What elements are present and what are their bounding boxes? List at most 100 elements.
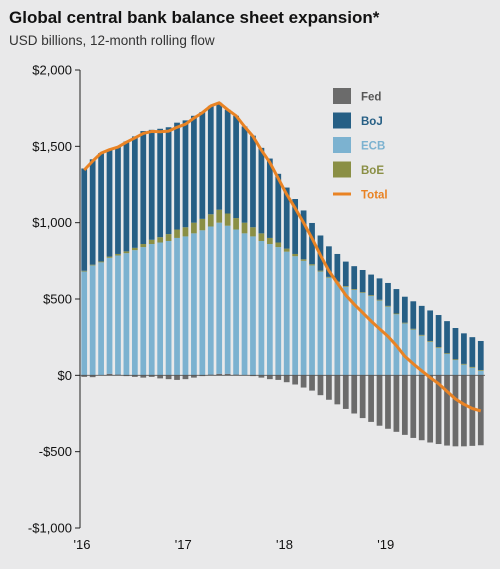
y-tick-label: $0 [58, 368, 72, 383]
bar-boe [342, 286, 349, 287]
x-tick-label: '19 [377, 537, 394, 552]
bar-boj [216, 102, 223, 210]
bar-boj [89, 159, 96, 265]
bar-boe [233, 218, 239, 230]
bar-fed [224, 373, 231, 376]
bar-boj [140, 131, 147, 245]
bar-ecb [444, 353, 450, 376]
bar-boe [368, 295, 374, 296]
y-tick-label: $2,000 [32, 63, 72, 78]
bar-boj [174, 122, 180, 230]
bar-boj [81, 168, 88, 271]
bar-boe [131, 247, 138, 251]
legend-label-fed: Fed [361, 92, 381, 104]
bar-boj [401, 296, 408, 323]
bar-boe [292, 253, 299, 257]
bar-boj [131, 136, 138, 248]
bar-fed [165, 375, 172, 380]
bar-boe [326, 276, 332, 278]
bar-boe [199, 218, 206, 231]
bar-ecb [283, 251, 290, 376]
bar-ecb [435, 347, 442, 376]
bar-boj [123, 141, 130, 252]
bar-boe [241, 222, 248, 234]
bar-boe [469, 366, 476, 368]
bar-boj [98, 153, 104, 262]
bar-boj [266, 158, 273, 238]
bar-fed [427, 375, 434, 443]
bar-boj [427, 310, 434, 341]
bar-fed [292, 375, 299, 385]
bar-fed [368, 375, 374, 422]
bar-fed [418, 375, 425, 441]
bar-boj [461, 333, 467, 364]
bar-boe [157, 237, 164, 243]
legend-label-ecb: ECB [361, 141, 385, 153]
bar-fed [300, 375, 307, 388]
legend-swatch-boj [333, 112, 351, 129]
bar-boj [385, 282, 391, 306]
bar-ecb [368, 295, 374, 376]
bar-ecb [182, 236, 189, 376]
bar-ecb [191, 233, 197, 376]
bar-boj [233, 115, 239, 219]
bar-boj [368, 274, 374, 296]
bar-boe [477, 369, 484, 371]
bar-boj [115, 147, 121, 254]
bar-ecb [250, 236, 256, 376]
bar-ecb [216, 222, 223, 374]
bar-fed [326, 375, 332, 400]
bar-fed [140, 375, 147, 378]
bar-ecb [334, 282, 341, 376]
bar-boj [275, 173, 282, 243]
bar-boe [427, 340, 434, 342]
bar-fed [452, 375, 459, 447]
bar-boe [444, 353, 450, 354]
bar-boe [401, 322, 408, 324]
bar-boe [351, 289, 358, 290]
bar-fed [410, 375, 417, 438]
bar-fed [376, 375, 383, 426]
bar-boe [410, 328, 417, 330]
y-tick-label: $1,000 [32, 215, 72, 230]
bar-ecb [342, 286, 349, 376]
bar-boe [98, 261, 104, 263]
bar-ecb [233, 229, 239, 375]
bar-boj [283, 187, 290, 249]
bar-ecb [376, 300, 383, 376]
bar-boe [123, 251, 130, 254]
bar-boj [334, 253, 341, 282]
bar-ecb [477, 370, 484, 376]
bar-boj [444, 321, 450, 354]
bar-boj [182, 120, 189, 228]
bar-boe [224, 213, 231, 226]
bar-boj [309, 222, 315, 265]
bar-boe [309, 264, 315, 266]
bar-boe [165, 234, 172, 241]
bar-fed [216, 373, 223, 376]
bar-ecb [224, 225, 231, 374]
bar-fed [461, 375, 467, 447]
bar-fed [182, 375, 189, 380]
bar-boe [207, 214, 214, 227]
bar-fed [148, 375, 155, 377]
legend-label-boe: BoE [361, 165, 384, 177]
bar-ecb [351, 289, 358, 376]
bar-boe [216, 209, 223, 223]
bar-ecb [174, 237, 180, 376]
bar-fed [351, 375, 358, 414]
bar-ecb [115, 255, 121, 375]
bar-boe [317, 270, 324, 272]
bar-boj [250, 135, 256, 228]
series-line-total [83, 101, 482, 413]
bar-boj [435, 315, 442, 348]
bar-boj [165, 127, 172, 235]
bar-boe [81, 270, 88, 272]
bar-fed [157, 375, 164, 379]
bar-boe [174, 229, 180, 238]
bar-boj [359, 269, 366, 293]
bar-boe [393, 313, 400, 315]
bar-fed [317, 375, 324, 396]
bar-ecb [452, 360, 459, 376]
bar-fed [283, 375, 290, 383]
